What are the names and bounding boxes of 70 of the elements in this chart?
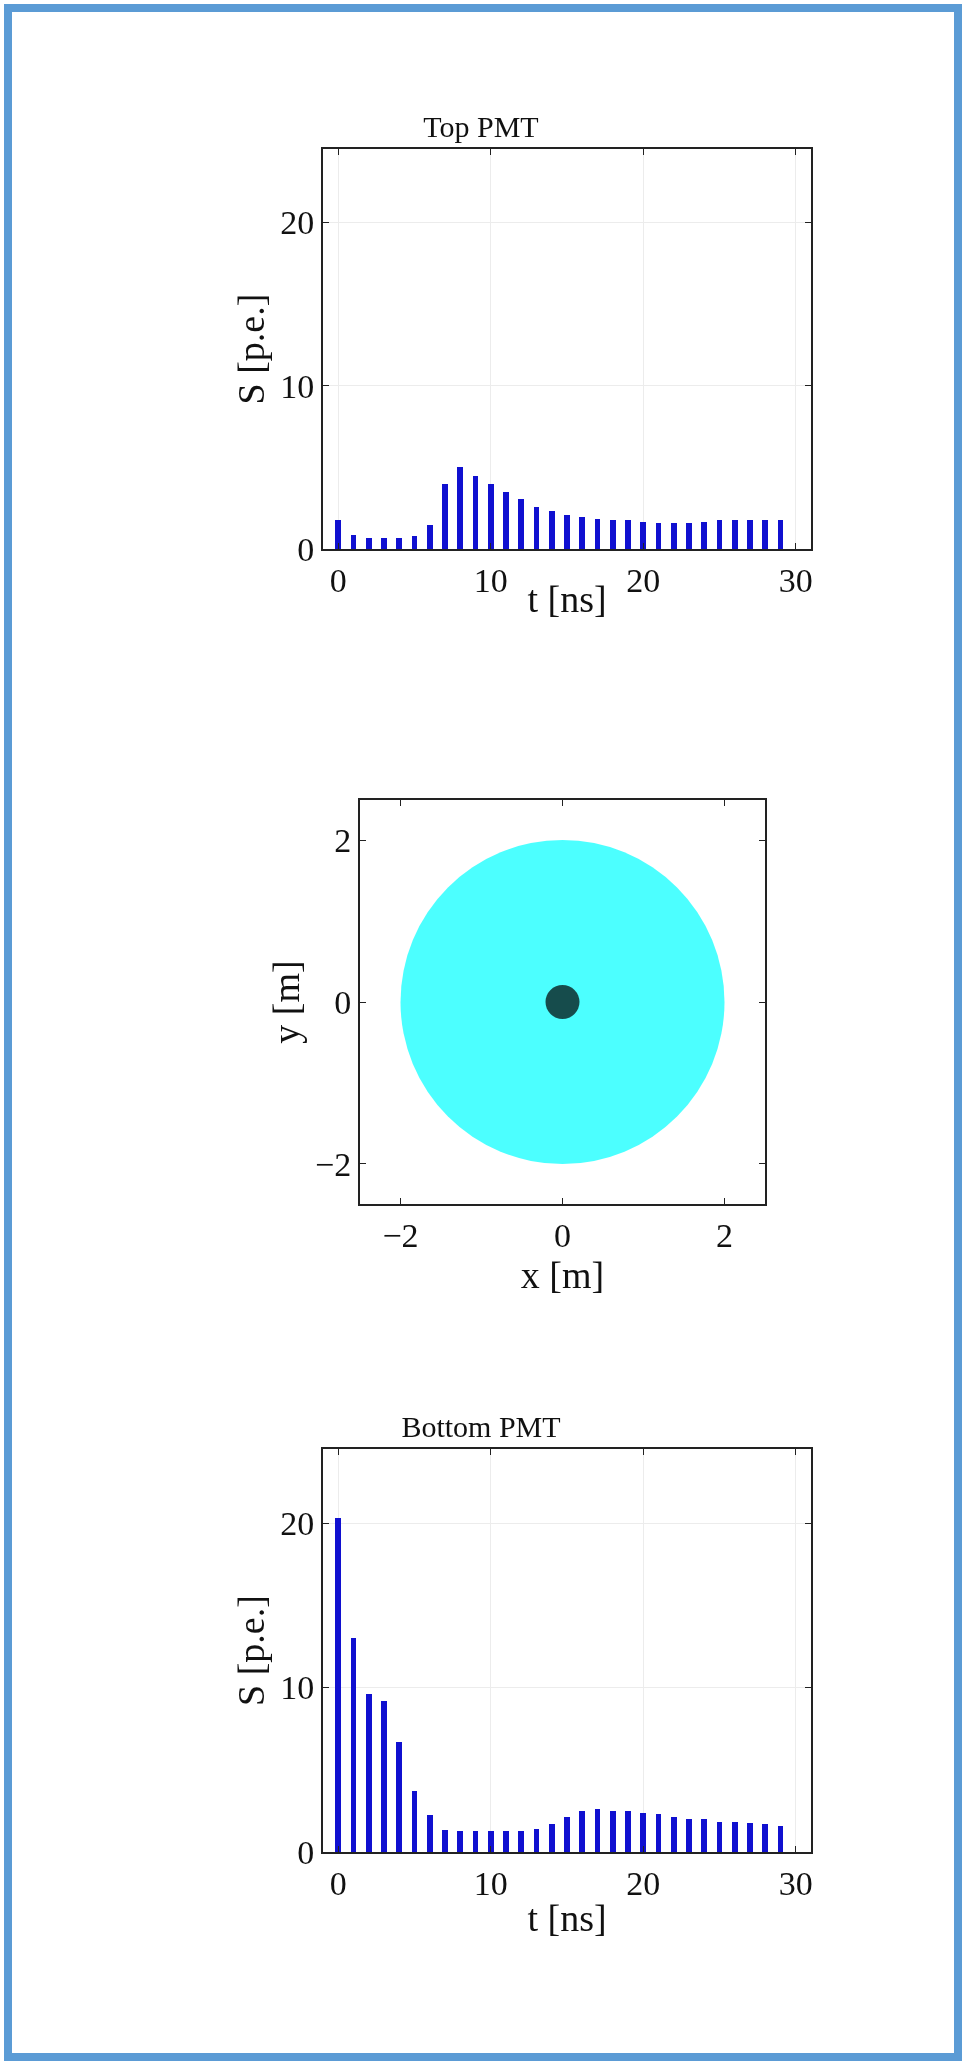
bar [426,1814,433,1852]
bar [625,520,631,549]
chart-title: Bottom PMT [401,1410,561,1443]
y-axis-title: y [m] [264,960,307,1044]
x-tick-label: 10 [473,561,508,599]
bar [686,1819,692,1852]
x-tick-label: 20 [626,1864,661,1902]
bar [381,537,387,549]
bar [457,1831,464,1852]
bar [747,520,753,549]
bar [564,514,570,549]
y-axis-title: S [p.e.] [229,1595,272,1706]
bar [487,1831,494,1852]
x-tick-label: 0 [554,1216,571,1254]
bar [701,1819,708,1852]
y-tick-label: 10 [280,1669,315,1707]
bar [564,1816,570,1852]
bar [686,522,692,549]
bar [609,1810,616,1852]
bar [381,1700,387,1852]
bar [548,511,555,549]
bar [365,538,372,549]
chart-title: Top PMT [423,110,539,143]
bar [670,522,677,549]
bar [640,522,647,549]
x-tick-label: −2 [382,1216,419,1254]
bar [548,1824,555,1852]
bar [670,1816,677,1852]
bar [731,1822,738,1852]
y-tick-label: 20 [280,1504,315,1542]
bar [487,483,494,549]
bar [503,1831,509,1852]
bar [609,520,616,549]
bar [518,499,525,549]
bar [701,522,708,549]
bar [625,1810,631,1852]
bar [365,1694,372,1852]
y-tick-label: 2 [334,822,352,860]
y-tick-label: 0 [297,1833,315,1871]
y-tick-label: 0 [297,530,315,568]
bar [518,1830,525,1852]
bar [335,1518,342,1852]
bar [640,1813,647,1852]
bar [579,1810,586,1852]
y-tick-label: −2 [315,1145,352,1183]
bar [747,1823,753,1852]
x-tick-label: 20 [626,561,661,599]
y-tick-label: 0 [334,983,352,1021]
bar [579,517,586,549]
x-axis-title: t [ns] [527,578,607,620]
bar [503,491,509,549]
bar [335,520,342,549]
x-tick-label: 30 [778,1864,813,1902]
y-axis-title: S [p.e.] [229,293,272,405]
x-tick-label: 2 [716,1216,733,1254]
bar [396,1741,403,1852]
bar [731,520,738,549]
x-tick-label: 10 [473,1864,508,1902]
bar [426,525,433,549]
y-tick-label: 20 [280,204,315,242]
bar [762,1824,769,1852]
bar [442,1829,448,1852]
bar [396,538,403,549]
bar [457,467,464,549]
bar [762,520,769,549]
x-axis-title: x [m] [520,1253,605,1296]
x-tick-label: 30 [778,561,813,599]
bar [442,483,448,549]
y-tick-label: 10 [280,367,315,405]
x-axis-title: t [ns] [527,1897,607,1940]
